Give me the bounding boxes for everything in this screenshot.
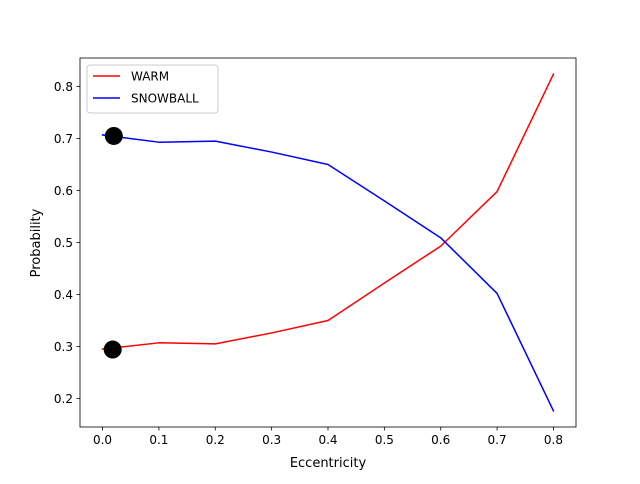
y-tick-label: 0.4 bbox=[54, 288, 73, 302]
y-tick-label: 0.2 bbox=[54, 392, 73, 406]
x-tick-label: 0.3 bbox=[262, 433, 281, 447]
y-tick-label: 0.8 bbox=[54, 80, 73, 94]
x-axis-label: Eccentricity bbox=[290, 456, 367, 471]
x-tick-label: 0.5 bbox=[375, 433, 394, 447]
x-axis-ticks: 0.0 0.1 0.2 0.3 0.4 0.5 0.6 0.7 0.8 bbox=[93, 427, 563, 447]
x-tick-label: 0.2 bbox=[206, 433, 225, 447]
y-tick-label: 0.3 bbox=[54, 340, 73, 354]
marker-point-2 bbox=[103, 340, 122, 359]
y-tick-label: 0.5 bbox=[54, 236, 73, 250]
y-tick-label: 0.6 bbox=[54, 184, 73, 198]
x-tick-label: 0.0 bbox=[93, 433, 112, 447]
marker-point-1 bbox=[104, 126, 123, 145]
marker-layer bbox=[103, 126, 123, 359]
y-axis-label: Probability bbox=[29, 208, 44, 277]
legend: WARM SNOWBALL bbox=[86, 64, 219, 114]
series-line-warm bbox=[101, 73, 555, 350]
x-tick-label: 0.6 bbox=[431, 433, 450, 447]
series-layer bbox=[101, 73, 555, 412]
x-tick-label: 0.1 bbox=[149, 433, 168, 447]
series-line-snowball bbox=[101, 134, 555, 412]
y-axis-ticks: 0.2 0.3 0.4 0.5 0.6 0.7 0.8 bbox=[54, 80, 80, 406]
legend-label-snowball: SNOWBALL bbox=[131, 92, 199, 106]
x-tick-label: 0.7 bbox=[488, 433, 507, 447]
legend-items: WARM SNOWBALL bbox=[93, 70, 199, 106]
legend-box bbox=[86, 64, 219, 114]
legend-label-warm: WARM bbox=[131, 70, 169, 84]
x-tick-label: 0.8 bbox=[544, 433, 563, 447]
x-tick-label: 0.4 bbox=[318, 433, 337, 447]
y-tick-label: 0.7 bbox=[54, 132, 73, 146]
